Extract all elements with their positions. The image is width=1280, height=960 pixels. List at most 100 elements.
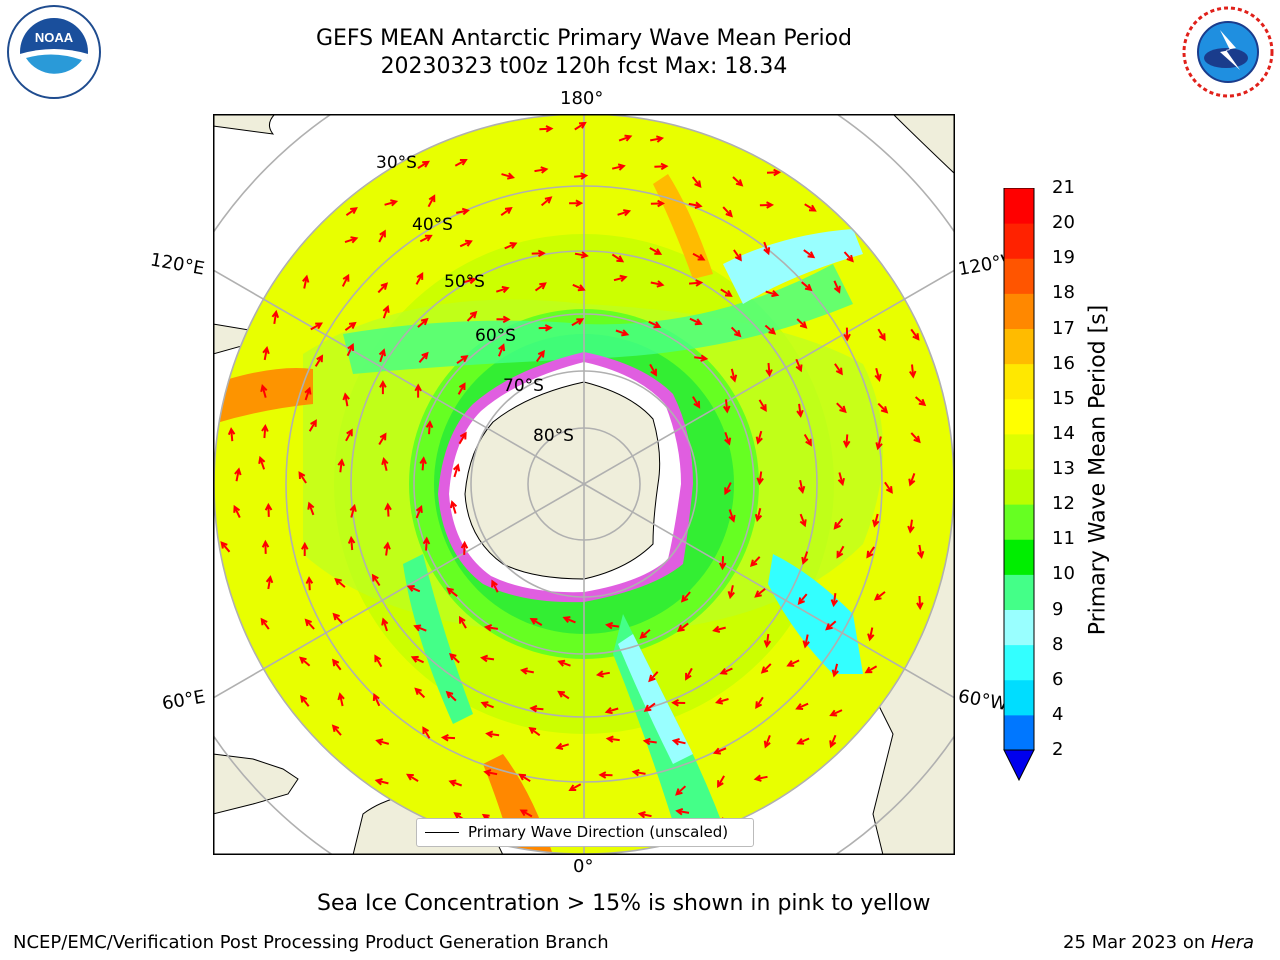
- wave-arrow: [765, 362, 773, 377]
- colorbar-segment: [1004, 433, 1034, 470]
- wave-arrow: [300, 695, 310, 707]
- wave-arrow: [908, 364, 917, 379]
- wave-arrow: [406, 585, 421, 593]
- wave-arrow: [866, 546, 876, 559]
- colorbar-tick-label: 14: [1052, 422, 1075, 444]
- wave-arrow: [729, 368, 738, 383]
- wave-arrow: [371, 573, 381, 587]
- colorbar-segment: [1004, 469, 1034, 505]
- map-frame: [213, 114, 955, 855]
- wave-arrow: [604, 707, 619, 715]
- wave-arrow: [829, 709, 843, 717]
- wave-arrow: [445, 690, 457, 702]
- wave-arrow: [379, 380, 387, 395]
- wave-arrow: [724, 482, 732, 496]
- nws-logo: [1182, 6, 1274, 98]
- wave-arrow: [485, 730, 500, 738]
- wave-arrow: [419, 456, 427, 471]
- wave-arrow: [643, 702, 656, 712]
- wave-arrow: [331, 724, 342, 736]
- colorbar-segment: [1004, 609, 1034, 646]
- wave-arrow: [843, 251, 854, 263]
- wave-arrow: [916, 544, 925, 559]
- wave-arrow: [425, 420, 434, 435]
- wave-arrow: [884, 481, 893, 494]
- wave-arrow: [378, 348, 386, 363]
- wave-arrow: [422, 536, 431, 551]
- wave-arrow: [449, 500, 458, 514]
- wave-arrow: [677, 622, 689, 632]
- wave-arrow: [271, 309, 280, 325]
- colorbar-tick-label: 19: [1052, 247, 1075, 269]
- wave-arrow: [914, 396, 927, 407]
- colorbar-segment: [1004, 258, 1034, 294]
- wave-arrow: [372, 693, 381, 707]
- lat-label-80s: 80°S: [533, 426, 574, 446]
- wave-arrow: [346, 343, 355, 357]
- wave-arrow: [649, 363, 657, 377]
- wave-arrow: [873, 591, 886, 601]
- lat-label-70s: 70°S: [503, 376, 544, 396]
- colorbar-tick-label: 21: [1052, 177, 1075, 198]
- wave-arrow: [534, 166, 549, 174]
- wave-arrow: [649, 247, 663, 255]
- wave-arrow: [383, 541, 391, 556]
- wave-arrow: [384, 502, 392, 517]
- wave-arrow: [595, 670, 610, 678]
- wave-arrow: [377, 282, 389, 294]
- wave-arrow: [833, 518, 844, 530]
- wave-arrow: [414, 687, 426, 699]
- wave-arrow: [910, 432, 921, 444]
- wave-arrow: [337, 458, 345, 473]
- wave-arrow: [531, 249, 546, 258]
- wave-arrow: [639, 628, 651, 639]
- colorbar-tick-label: 15: [1052, 387, 1075, 409]
- wave-arrow: [449, 652, 460, 664]
- wave-arrow: [875, 436, 883, 451]
- wave-arrow: [692, 396, 701, 409]
- wave-arrow: [872, 513, 880, 528]
- wave-arrow: [763, 633, 772, 649]
- wave-arrow: [304, 386, 312, 401]
- wave-arrow: [689, 317, 703, 326]
- wave-arrow: [605, 735, 620, 743]
- wave-arrow: [842, 434, 851, 449]
- wave-arrow: [504, 242, 518, 250]
- wave-arrow: [459, 239, 473, 248]
- colorbar-tick-label: 2: [1052, 739, 1064, 760]
- colorbar-tick-label: 20: [1052, 212, 1075, 234]
- wave-arrow: [864, 665, 878, 674]
- wave-arrow: [535, 349, 545, 362]
- wave-arrow: [260, 383, 268, 398]
- wave-arrow: [334, 577, 346, 588]
- wave-arrow: [538, 324, 553, 332]
- wave-arrow: [766, 168, 782, 177]
- wave-arrow: [234, 467, 242, 482]
- wave-arrow: [719, 667, 733, 675]
- wave-arrow: [796, 403, 804, 418]
- wave-arrow: [440, 733, 456, 742]
- wave-arrow: [908, 473, 916, 487]
- colorbar-tick-label: 9: [1052, 598, 1064, 620]
- colorbar-segment: [1004, 679, 1034, 716]
- colorbar-label: Primary Wave Mean Period [s]: [1085, 304, 1111, 636]
- wave-arrow: [831, 663, 839, 678]
- wave-arrow: [724, 431, 732, 446]
- wave-arrow: [419, 234, 433, 243]
- wave-arrow: [344, 321, 357, 332]
- wave-arrow: [801, 551, 809, 565]
- map-legend: Primary Wave Direction (unscaled): [416, 818, 754, 847]
- wave-arrow: [233, 504, 241, 519]
- wave-arrow: [382, 304, 390, 319]
- svg-text:NOAA: NOAA: [35, 30, 74, 45]
- colorbar-segment: [1004, 328, 1034, 365]
- wave-arrow: [799, 513, 807, 528]
- colorbar-tick-label: 8: [1052, 633, 1064, 655]
- wave-arrow: [572, 283, 586, 292]
- wave-arrow: [650, 199, 665, 208]
- wave-arrow: [417, 160, 430, 169]
- sea-ice-caption: Sea Ice Concentration > 15% is shown in …: [317, 891, 931, 916]
- wave-arrow: [691, 176, 702, 189]
- wave-arrow: [675, 785, 687, 796]
- wave-arrow: [574, 251, 589, 259]
